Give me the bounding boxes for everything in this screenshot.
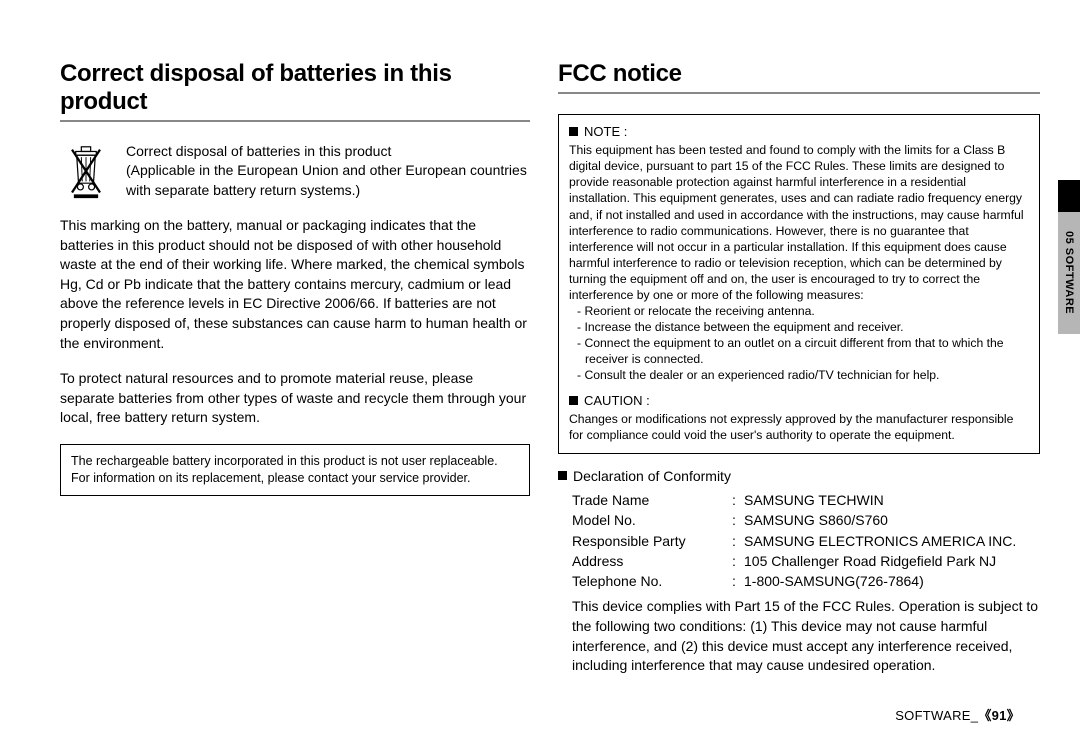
left-title: Correct disposal of batteries in this pr… bbox=[60, 60, 530, 122]
tab-label: 05 SOFTWARE bbox=[1058, 212, 1080, 334]
battery-replace-note: The rechargeable battery incorporated in… bbox=[60, 444, 530, 496]
tab-marker bbox=[1058, 180, 1080, 212]
footer-section: SOFTWARE_ bbox=[895, 708, 978, 723]
caution-body: Changes or modifications not expressly a… bbox=[569, 411, 1029, 443]
crossed-bin-icon bbox=[60, 142, 112, 202]
note-bullet: - Consult the dealer or an experienced r… bbox=[577, 367, 1029, 383]
note-body: This equipment has been tested and found… bbox=[569, 142, 1029, 303]
fcc-box: NOTE : This equipment has been tested an… bbox=[558, 114, 1040, 454]
intro-subtitle: (Applicable in the European Union and ot… bbox=[126, 161, 530, 200]
note-label: NOTE : bbox=[569, 123, 1029, 140]
decl-row: Telephone No.:1-800-SAMSUNG(726-7864) bbox=[572, 571, 1040, 591]
decl-table: Trade Name:SAMSUNG TECHWIN Model No.:SAM… bbox=[572, 490, 1040, 591]
intro-row: Correct disposal of batteries in this pr… bbox=[60, 142, 530, 202]
page-footer: SOFTWARE_《91》 bbox=[895, 705, 1020, 724]
page: Correct disposal of batteries in this pr… bbox=[0, 0, 1080, 706]
note-bullets: - Reorient or relocate the receiving ant… bbox=[577, 303, 1029, 383]
intro-title: Correct disposal of batteries in this pr… bbox=[126, 142, 530, 161]
decl-row: Trade Name:SAMSUNG TECHWIN bbox=[572, 490, 1040, 510]
caution-label: CAUTION : bbox=[569, 392, 1029, 409]
decl-row: Address:105 Challenger Road Ridgefield P… bbox=[572, 551, 1040, 571]
bracket-right-icon: 》 bbox=[1007, 709, 1020, 724]
decl-row: Responsible Party:SAMSUNG ELECTRONICS AM… bbox=[572, 531, 1040, 551]
decl-heading: Declaration of Conformity bbox=[558, 468, 1040, 484]
page-number: 91 bbox=[992, 708, 1007, 723]
decl-row: Model No.:SAMSUNG S860/S760 bbox=[572, 510, 1040, 530]
note-bullet: - Increase the distance between the equi… bbox=[577, 319, 1029, 335]
right-column: FCC notice NOTE : This equipment has bee… bbox=[558, 60, 1040, 676]
bracket-left-icon: 《 bbox=[978, 709, 991, 724]
chapter-tab: 05 SOFTWARE bbox=[1058, 180, 1080, 334]
right-title: FCC notice bbox=[558, 60, 1040, 94]
note-bullet: - Connect the equipment to an outlet on … bbox=[577, 335, 1029, 367]
note-bullet: - Reorient or relocate the receiving ant… bbox=[577, 303, 1029, 319]
intro-text: Correct disposal of batteries in this pr… bbox=[126, 142, 530, 202]
left-column: Correct disposal of batteries in this pr… bbox=[60, 60, 530, 676]
left-para-1: This marking on the battery, manual or p… bbox=[60, 216, 530, 353]
decl-para: This device complies with Part 15 of the… bbox=[572, 597, 1040, 675]
left-para-2: To protect natural resources and to prom… bbox=[60, 369, 530, 428]
